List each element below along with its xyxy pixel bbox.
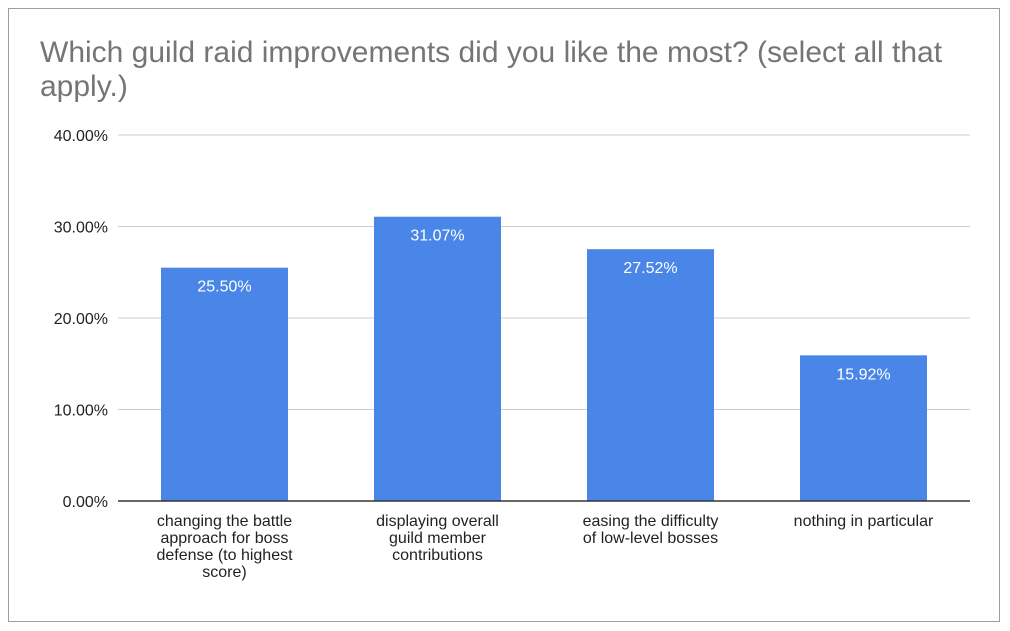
category-label: displaying overall xyxy=(376,513,499,530)
data-label: 25.50% xyxy=(197,279,251,296)
category-label: score) xyxy=(202,564,246,581)
category-label: easing the difficulty xyxy=(583,513,719,530)
data-label: 27.52% xyxy=(623,260,677,277)
category-label: defense (to highest xyxy=(156,547,293,564)
chart-title: Which guild raid improvements did you li… xyxy=(40,36,943,103)
bar xyxy=(374,216,501,501)
category-label: nothing in particular xyxy=(794,513,934,530)
category-label: of low-level bosses xyxy=(583,530,718,547)
category-label: approach for boss xyxy=(160,530,288,547)
category-label: contributions xyxy=(392,547,483,564)
y-tick-label: 20.00% xyxy=(54,311,108,328)
category-label: changing the battle xyxy=(157,513,292,530)
bar xyxy=(161,267,288,501)
data-label: 15.92% xyxy=(836,366,890,383)
bar xyxy=(800,355,927,501)
bar xyxy=(587,249,714,501)
y-tick-label: 30.00% xyxy=(54,220,108,237)
y-tick-label: 40.00% xyxy=(54,128,108,145)
category-label: guild member xyxy=(389,530,487,547)
y-tick-label: 10.00% xyxy=(54,403,108,420)
y-tick-label: 0.00% xyxy=(63,494,108,511)
data-label: 31.07% xyxy=(410,228,464,245)
